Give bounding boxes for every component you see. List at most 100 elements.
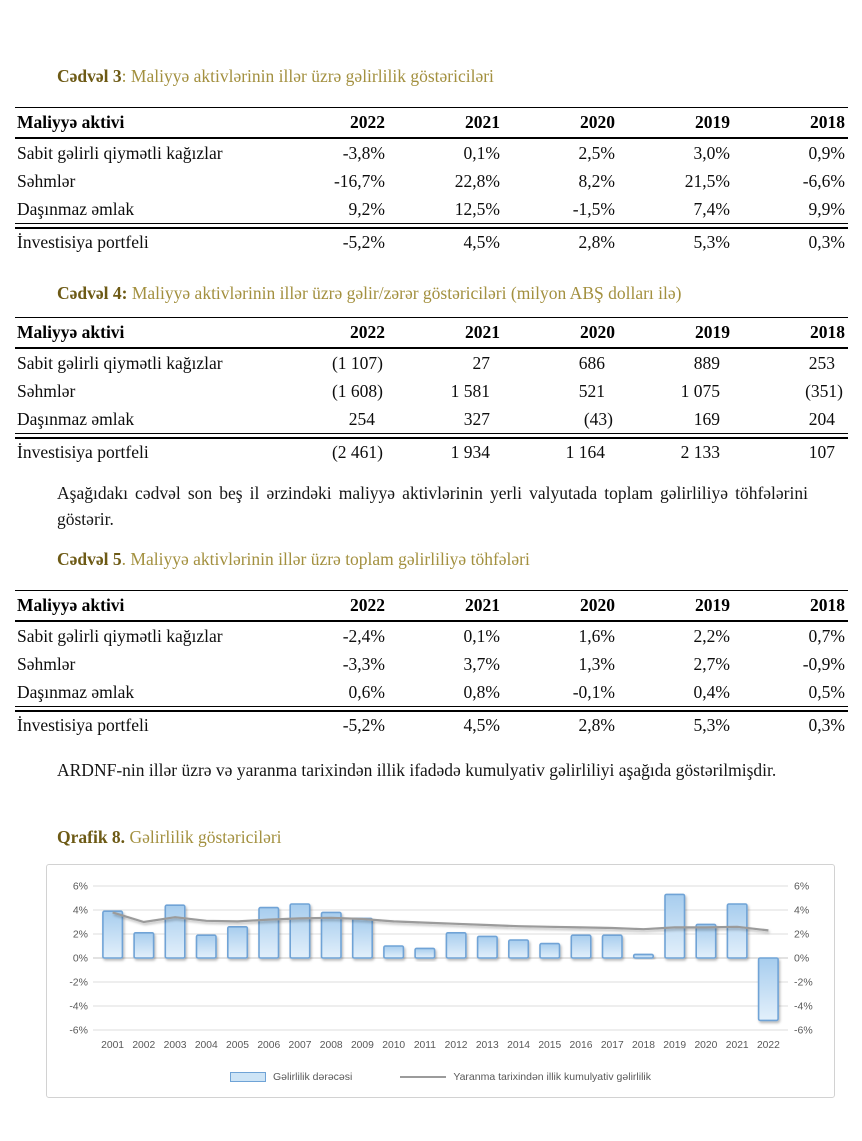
table-row: Sabit gəlirli qiymətli kağızlar -3,8% 0,1%… [15, 138, 848, 167]
column-header: 2020 [503, 107, 618, 139]
cell-value: 327 [463, 408, 490, 429]
bar-2008 [320, 911, 342, 959]
cell-value: 0,8% [463, 681, 500, 702]
row-label: İnvestisiya portfeli [17, 715, 149, 735]
cell-value: 7,4% [693, 198, 730, 219]
cell-value: 27 [472, 352, 491, 373]
svg-text:2010: 2010 [382, 1040, 405, 1051]
returns-chart-frame: 6% 4% 2% 0% -2% -4% -6% 6% 4% 2% 0% -2% -4% -6% 2001 20… [46, 864, 835, 1098]
table-row: Daşınmaz əmlak 254 327 (43) 169 204 [15, 405, 848, 434]
column-header: 2022 [273, 590, 388, 622]
bar-2019 [664, 893, 686, 959]
legend-item-bar: Gəlirlilik dərəcəsi [230, 1071, 352, 1083]
bar-2010 [383, 945, 405, 959]
svg-text:2001: 2001 [101, 1040, 124, 1051]
legend-item-line: Yaranma tarixindən illik kumulyativ gəli… [400, 1071, 651, 1083]
row-label: Daşınmaz əmlak [17, 408, 135, 429]
table-header-row: Maliyyə aktivi 2022 2021 2020 2019 2018 [15, 317, 848, 349]
cell-value: 1 075 [680, 380, 720, 401]
cell-value: 1 164 [565, 442, 605, 462]
svg-text:6%: 6% [794, 881, 809, 893]
table5-caption-text: . Maliyyə aktivlərinin illər üzrə toplam… [121, 549, 530, 569]
bar-series [102, 893, 779, 1022]
row-label: Daşınmaz əmlak [17, 681, 135, 702]
chart-legend: Gəlirlilik dərəcəsi Yaranma tarixindən i… [47, 1071, 834, 1083]
table-row: Səhmlər -16,7% 22,8% 8,2% 21,5% -6,6% [15, 167, 848, 195]
bar-2001 [102, 910, 124, 959]
bar-2003 [164, 904, 186, 959]
cell-value: -16,7% [333, 170, 385, 191]
cell-value: 2,2% [693, 625, 730, 646]
bar-2016 [570, 934, 592, 959]
table-row: Daşınmaz əmlak 9,2% 12,5% -1,5% 7,4% 9,9% [15, 195, 848, 224]
svg-text:-4%: -4% [794, 1001, 813, 1013]
svg-text:-6%: -6% [69, 1025, 88, 1037]
svg-text:2%: 2% [73, 929, 88, 941]
bar-2022 [757, 957, 779, 1022]
cell-value: (2 461) [331, 442, 383, 462]
cell-value: -1,5% [572, 198, 615, 219]
cell-value: 2,8% [578, 232, 615, 252]
cell-value: -5,2% [342, 232, 385, 252]
svg-text:2008: 2008 [320, 1040, 343, 1051]
cell-value: -0,9% [802, 653, 845, 674]
cell-value: (1 608) [331, 380, 383, 401]
cell-value: -2,4% [342, 625, 385, 646]
bar-2005 [227, 925, 249, 959]
bar-2002 [133, 931, 155, 959]
svg-text:2009: 2009 [351, 1040, 374, 1051]
cell-value: 8,2% [578, 170, 615, 191]
table-row: İnvestisiya portfeli -5,2% 4,5% 2,8% 5,3% 0,3… [15, 711, 848, 740]
table4-caption-text: Maliyyə aktivlərinin illər üzrə gəlir/zə… [127, 283, 682, 303]
column-header: Maliyyə aktivi [15, 590, 273, 622]
line-series-swatch-icon [400, 1075, 447, 1079]
chart-caption-text: Gəlirlilik göstəriciləri [125, 827, 282, 847]
row-label: İnvestisiya portfeli [17, 232, 149, 252]
cell-value: 5,3% [693, 232, 730, 252]
cell-value: 1 934 [450, 442, 490, 462]
cell-value: (1 107) [331, 352, 383, 373]
row-label: Daşınmaz əmlak [17, 198, 135, 219]
cell-value: 0,4% [693, 681, 730, 702]
table-rule-separator [15, 223, 848, 229]
table-row: Sabit gəlirli qiymətli kağızlar -2,4% 0,1%… [15, 621, 848, 650]
bar-2011 [414, 947, 436, 959]
svg-text:4%: 4% [794, 905, 809, 917]
column-header: 2022 [273, 317, 388, 349]
chart-caption: Qrafik 8. Gəlirlilik göstəriciləri [57, 827, 282, 849]
svg-text:2003: 2003 [164, 1040, 187, 1051]
cell-value: 204 [808, 408, 835, 429]
row-label: Səhmlər [17, 170, 76, 191]
column-header: 2018 [733, 107, 848, 139]
cell-value: 1 581 [450, 380, 490, 401]
column-header: 2018 [733, 590, 848, 622]
row-label: Sabit gəlirli qiymətli kağızlar [17, 352, 223, 373]
row-label: Səhmlər [17, 380, 76, 401]
row-label: İnvestisiya portfeli [17, 442, 149, 462]
svg-text:2017: 2017 [601, 1040, 624, 1051]
cell-value: 5,3% [693, 715, 730, 735]
legend-label-bar: Gəlirlilik dərəcəsi [273, 1071, 353, 1083]
table-row: Sabit gəlirli qiymətli kağızlar (1 107) 27… [15, 348, 848, 377]
y-axis-labels-right: 6% 4% 2% 0% -2% -4% -6% [794, 881, 813, 1037]
svg-text:4%: 4% [73, 905, 88, 917]
cell-value: -5,2% [342, 715, 385, 735]
paragraph-table5-intro: Aşağıdakı cədvəl son beş il ərzindəki ma… [57, 483, 808, 530]
svg-text:2%: 2% [794, 929, 809, 941]
cell-value: 22,8% [454, 170, 500, 191]
table4-profit-loss: Maliyyə aktivi 2022 2021 2020 2019 2018 Sabit … [15, 317, 848, 467]
column-header: Maliyyə aktivi [15, 317, 273, 349]
svg-text:2021: 2021 [726, 1040, 749, 1051]
table5-contributions: Maliyyə aktivi 2022 2021 2020 2019 2018 Sabit … [15, 590, 848, 740]
cell-value: 4,5% [463, 232, 500, 252]
cell-value: 0,3% [808, 715, 845, 735]
table-row: İnvestisiya portfeli -5,2% 4,5% 2,8% 5,3% 0,3… [15, 228, 848, 257]
svg-text:-2%: -2% [69, 977, 88, 989]
bar-2013 [476, 935, 498, 959]
cell-value: 0,3% [808, 232, 845, 252]
bar-2007 [289, 903, 311, 959]
column-header: Maliyyə aktivi [15, 107, 273, 139]
table-rule-separator [15, 433, 848, 439]
bar-2015 [539, 942, 561, 959]
row-label: Səhmlər [17, 653, 76, 674]
